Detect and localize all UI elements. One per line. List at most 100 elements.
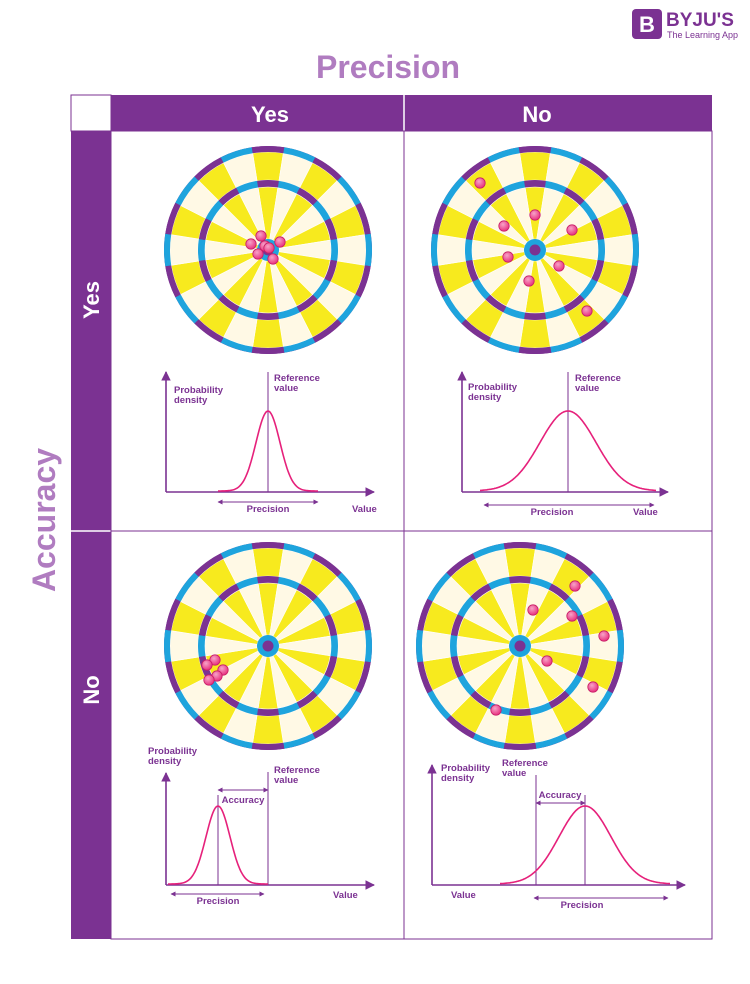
board-treble-segment (197, 635, 206, 657)
board-double-segment (364, 233, 372, 267)
board-double-segment (283, 337, 316, 353)
board-treble-segment (312, 200, 331, 222)
board-treble-segment (472, 200, 491, 222)
board-double-segment (487, 147, 520, 163)
board-treble-segment (236, 576, 259, 590)
board-treble-segment (509, 576, 531, 584)
board-outer-segment (252, 151, 284, 182)
board-treble-segment (218, 690, 240, 709)
board-treble-segment (218, 583, 240, 602)
board-treble-segment (548, 583, 570, 602)
board-double-segment (589, 572, 613, 602)
brand-logo: B BYJU'S The Learning App (632, 9, 738, 40)
probability-curve (168, 805, 268, 885)
board-double-segment (364, 629, 372, 663)
board-double-segment (194, 157, 224, 181)
board-treble-segment (564, 596, 583, 618)
brand-logo-letter: B (639, 12, 655, 37)
board-double-segment (355, 265, 371, 298)
board-treble-segment (324, 655, 338, 678)
value-label: Value (451, 890, 476, 901)
dart-hit (474, 177, 486, 189)
board-treble-segment (324, 218, 338, 241)
board-double-segment (175, 690, 199, 720)
reference-value-label: Reference (274, 765, 320, 776)
board-treble-segment (597, 239, 606, 261)
row-header-yes: Yes (79, 281, 104, 319)
board-double-segment (535, 733, 568, 749)
board-double-segment (165, 661, 181, 694)
board-treble-segment (579, 278, 598, 300)
row-header-bar (71, 131, 111, 939)
board-treble-segment (324, 614, 338, 637)
dart-hit (541, 655, 553, 667)
board-treble-segment (450, 655, 464, 678)
board-treble-segment (198, 259, 212, 282)
board-treble-segment (218, 294, 240, 313)
board-double-segment (503, 542, 537, 550)
grid-frame: Yes No Yes No (70, 94, 713, 940)
board-double-segment (194, 715, 224, 739)
brand-logo-badge (632, 9, 662, 39)
board-double-segment (175, 176, 199, 206)
brand-tagline: The Learning App (667, 30, 738, 40)
board-double-segment (175, 572, 199, 602)
board-double-segment (589, 690, 613, 720)
board-outer-segment (252, 547, 284, 578)
board-outer-segment (519, 151, 551, 182)
board-double-segment (535, 543, 568, 559)
board-treble-segment (591, 259, 605, 282)
precision-title: Precision (316, 49, 460, 85)
board-double-segment (487, 337, 520, 353)
board-treble-segment (324, 259, 338, 282)
board-double-segment (607, 598, 623, 631)
dart-hit (523, 275, 535, 287)
board-double-segment (194, 553, 224, 577)
brand-name: BYJU'S (666, 10, 734, 31)
board-treble-segment (544, 180, 567, 194)
board-treble-segment (576, 655, 590, 678)
board-treble-segment (236, 306, 259, 320)
board-treble-segment (503, 180, 526, 194)
board-treble-segment (312, 278, 331, 300)
reference-value-label: Reference (502, 758, 548, 769)
board-double-segment (579, 319, 609, 343)
board-treble-segment (277, 576, 300, 590)
board-double-segment (427, 572, 451, 602)
board-treble-segment (470, 583, 492, 602)
board-double-segment (616, 629, 625, 663)
board-treble-segment (472, 278, 491, 300)
dart-hit (566, 610, 578, 622)
board-double-segment (442, 294, 466, 324)
column-header-yes: Yes (251, 102, 289, 127)
probability-density-label: Probability (441, 763, 491, 774)
value-label: Value (352, 504, 377, 515)
board-treble-segment (296, 690, 318, 709)
board-double-segment (165, 265, 181, 298)
accuracy-label: Accuracy (539, 790, 582, 801)
reference-value-label: Reference (575, 373, 621, 384)
reference-value-label: value (575, 383, 599, 394)
accuracy-label: Accuracy (222, 795, 265, 806)
precision-label: Precision (531, 507, 574, 518)
board-treble-segment (509, 708, 531, 716)
board-treble-segment (257, 708, 279, 716)
board-treble-segment (236, 702, 259, 716)
probability-density-label: Probability (148, 746, 198, 757)
board-treble-segment (296, 294, 318, 313)
board-treble-segment (465, 239, 473, 261)
board-double-segment (472, 733, 505, 749)
probability-density-label: Probability (174, 385, 224, 396)
board-double-segment (472, 543, 505, 559)
board-outer-segment (252, 714, 284, 745)
board-double-segment (175, 294, 199, 324)
board-double-segment (427, 690, 451, 720)
board-treble-segment (205, 200, 224, 222)
probability-curve (500, 805, 670, 885)
precision-label: Precision (561, 900, 604, 911)
dartboard-accurate-imprecise (431, 146, 639, 355)
board-outer-segment (169, 630, 200, 662)
reference-value-label: value (274, 775, 298, 786)
